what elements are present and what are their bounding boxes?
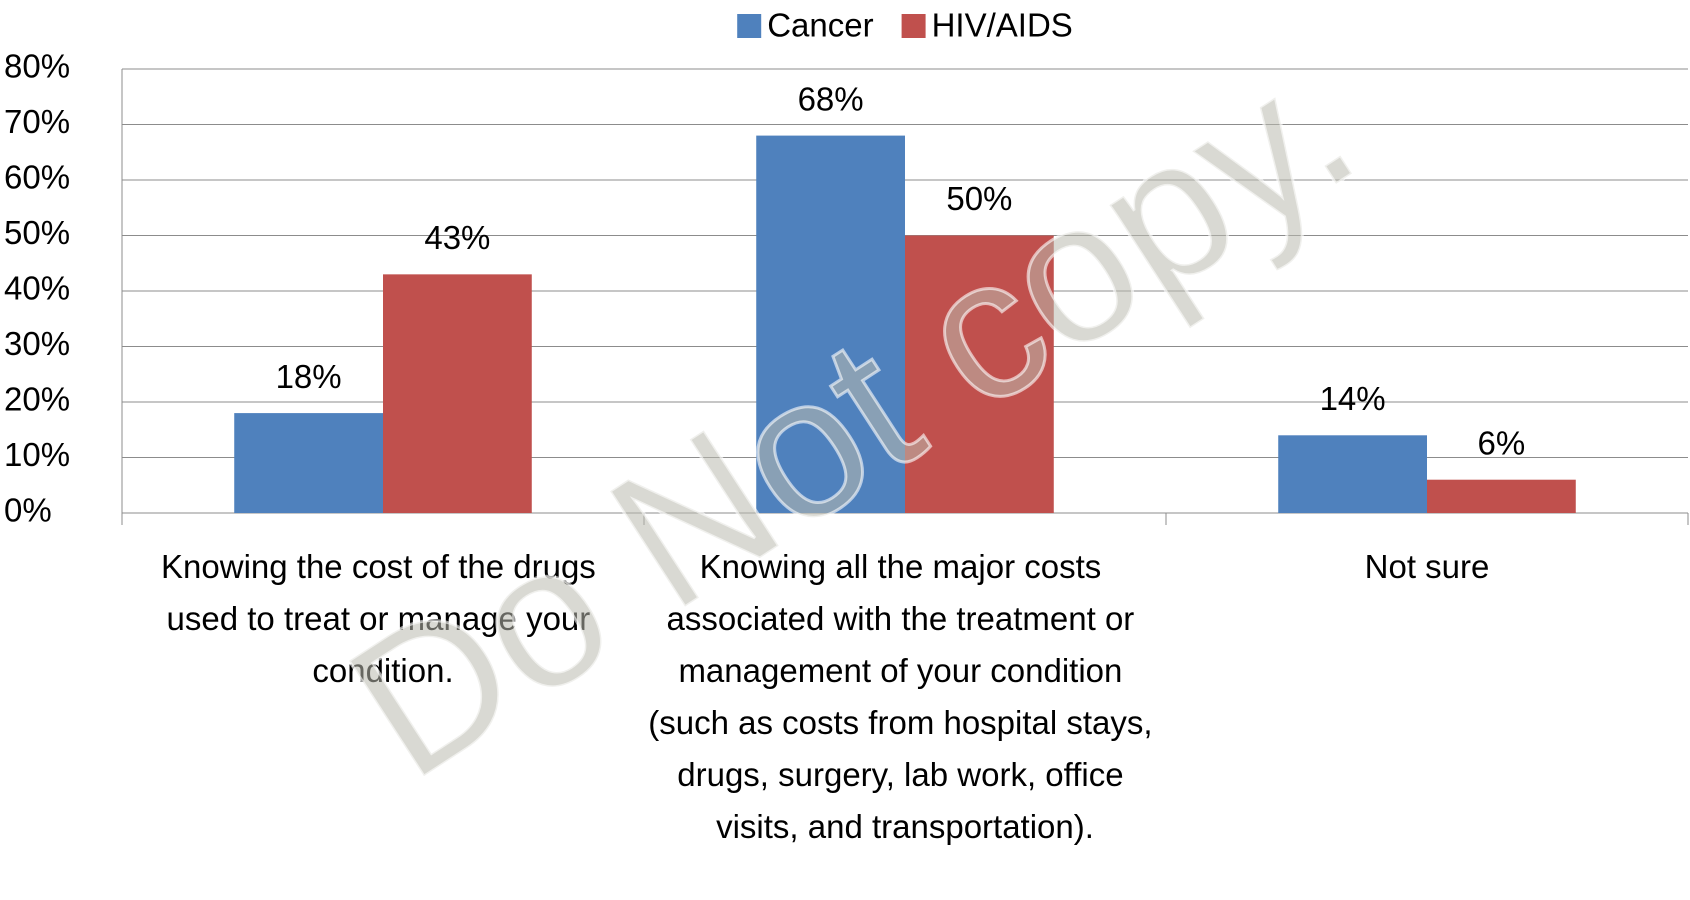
y-tick-label: 0% (4, 492, 52, 529)
legend-label: Cancer (767, 7, 873, 44)
y-tick-label: 60% (4, 159, 70, 196)
y-tick-label: 40% (4, 270, 70, 307)
bar (1278, 435, 1427, 513)
y-tick-label: 10% (4, 436, 70, 473)
data-label: 43% (424, 219, 490, 256)
data-label: 6% (1478, 424, 1526, 461)
legend-swatch (737, 14, 762, 38)
bar (383, 274, 532, 513)
legend-label: HIV/AIDS (932, 7, 1073, 44)
y-tick-label: 80% (4, 48, 70, 85)
y-tick-label: 30% (4, 325, 70, 362)
y-tick-label: 20% (4, 381, 70, 418)
legend: Cancer HIV/AIDS (737, 7, 1073, 44)
y-tick-label: 70% (4, 103, 70, 140)
bar (756, 135, 905, 513)
data-label: 50% (946, 180, 1012, 217)
y-tick-label: 50% (4, 214, 70, 251)
x-tick-label: Knowing the cost of the drugs used to tr… (161, 548, 605, 689)
x-tick-label: Knowing all the major costs associated w… (648, 548, 1162, 845)
data-label: 14% (1320, 380, 1386, 417)
data-label: 68% (798, 80, 864, 117)
x-tick-label: Not sure (1365, 548, 1490, 585)
legend-swatch (901, 14, 926, 38)
bar (234, 413, 383, 513)
bar (905, 235, 1054, 513)
data-label: 18% (276, 358, 342, 395)
bar (1427, 479, 1576, 513)
